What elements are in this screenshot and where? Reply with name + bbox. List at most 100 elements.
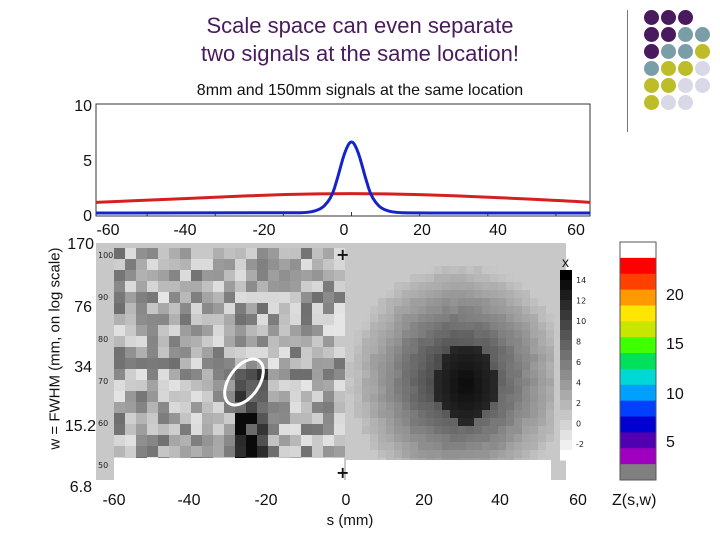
- heat-cell: [378, 322, 386, 330]
- heat-cell: [180, 435, 191, 446]
- heat-cell: [402, 426, 410, 434]
- heat-cell: [434, 346, 442, 354]
- heat-cell: [378, 346, 386, 354]
- heat-cell: [394, 370, 402, 378]
- heat-cell: [458, 290, 466, 298]
- heat-cell: [426, 298, 434, 306]
- heat-xtick-0: 0: [341, 492, 351, 509]
- grayscale-swatch: [560, 300, 572, 311]
- heat-cell: [257, 413, 268, 424]
- heat-cell: [418, 442, 426, 450]
- heat-cell: [474, 442, 482, 450]
- heat-cell: [180, 402, 191, 413]
- inner-ytick-label: 70: [98, 377, 108, 386]
- heat-cell: [213, 380, 224, 391]
- line-xtick-60: 60: [567, 222, 585, 239]
- heat-cell: [290, 402, 301, 413]
- heat-cell: [434, 330, 442, 338]
- heat-cell: [213, 303, 224, 314]
- heat-cell: [466, 338, 474, 346]
- inner-ytick-label: 60: [98, 419, 108, 428]
- heat-cell: [386, 410, 394, 418]
- heat-cell: [482, 434, 490, 442]
- heat-cell: [482, 306, 490, 314]
- heat-cell: [224, 314, 235, 325]
- heat-xtick-60: 60: [569, 492, 587, 509]
- heat-blank-area: [346, 460, 551, 480]
- grayscale-swatch: [560, 400, 572, 411]
- heat-cell: [522, 314, 530, 322]
- heat-cell: [301, 325, 312, 336]
- heat-cell: [246, 259, 257, 270]
- heat-cell: [323, 347, 334, 358]
- heat-cell: [506, 338, 514, 346]
- heat-cell: [426, 434, 434, 442]
- heat-cell: [257, 380, 268, 391]
- heat-cell: [410, 450, 418, 458]
- heat-cell: [213, 435, 224, 446]
- heat-cell: [522, 298, 530, 306]
- heat-cell: [458, 322, 466, 330]
- inner-ytick-label: 90: [98, 293, 108, 302]
- heat-cell: [498, 418, 506, 426]
- heat-cell: [125, 248, 136, 259]
- heat-cell: [442, 290, 450, 298]
- heat-cell: [136, 413, 147, 424]
- heat-cell: [498, 442, 506, 450]
- heat-cell: [546, 426, 554, 434]
- heat-cell: [490, 426, 498, 434]
- heat-cell: [191, 336, 202, 347]
- heat-cell: [158, 380, 169, 391]
- heat-cell: [114, 270, 125, 281]
- heat-cell: [202, 369, 213, 380]
- heat-cell: [458, 330, 466, 338]
- heat-cell: [301, 391, 312, 402]
- heat-cell: [114, 347, 125, 358]
- heat-cell: [434, 450, 442, 458]
- heat-cell: [386, 298, 394, 306]
- heat-cell: [114, 369, 125, 380]
- heat-cell: [482, 354, 490, 362]
- heat-cell: [546, 386, 554, 394]
- heat-cell: [522, 426, 530, 434]
- heat-cell: [482, 314, 490, 322]
- heat-cell: [530, 314, 538, 322]
- crosshair-bottom: +: [336, 463, 349, 482]
- heat-cell: [279, 336, 290, 347]
- heat-cell: [169, 259, 180, 270]
- grayscale-swatch: [560, 310, 572, 321]
- heat-cell: [147, 292, 158, 303]
- heat-cell: [312, 369, 323, 380]
- heat-cell: [402, 346, 410, 354]
- heat-cell: [147, 259, 158, 270]
- heat-cell: [466, 298, 474, 306]
- heat-cell: [458, 338, 466, 346]
- heat-cell: [546, 322, 554, 330]
- heat-cell: [180, 325, 191, 336]
- heat-cell: [125, 369, 136, 380]
- heat-cell: [180, 424, 191, 435]
- heat-cell: [158, 402, 169, 413]
- heat-cell: [114, 435, 125, 446]
- heat-cell: [410, 370, 418, 378]
- heat-cell: [410, 322, 418, 330]
- heat-cell: [362, 346, 370, 354]
- heat-cell: [378, 442, 386, 450]
- heat-cell: [202, 325, 213, 336]
- heat-xtick--60: -60: [102, 492, 126, 509]
- heat-cell: [158, 292, 169, 303]
- heat-cell: [426, 274, 434, 282]
- heat-cell: [426, 442, 434, 450]
- heat-cell: [370, 418, 378, 426]
- heat-cell: [202, 303, 213, 314]
- heat-cell: [482, 290, 490, 298]
- grayscale-swatch: [560, 330, 572, 341]
- heat-cell: [169, 303, 180, 314]
- heat-cell: [147, 336, 158, 347]
- heat-cell: [514, 306, 522, 314]
- heat-cell: [418, 346, 426, 354]
- heat-cell: [538, 402, 546, 410]
- heat-cell: [213, 358, 224, 369]
- heat-cell: [538, 306, 546, 314]
- heat-cell: [147, 248, 158, 259]
